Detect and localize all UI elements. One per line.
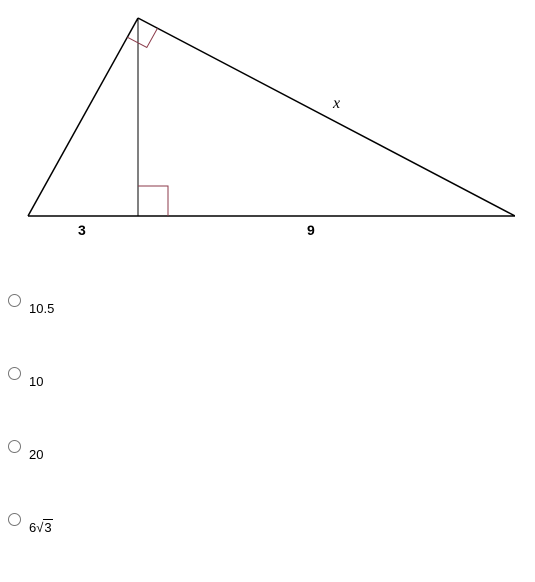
option-4[interactable]: 6√3 xyxy=(8,509,508,534)
radio-option-4[interactable] xyxy=(8,513,21,526)
option-3-label: 20 xyxy=(29,448,43,461)
radio-option-3[interactable] xyxy=(8,440,21,453)
answer-options: 10.5 10 20 6√3 xyxy=(8,290,508,582)
option-1-label: 10.5 xyxy=(29,302,54,315)
option-2[interactable]: 10 xyxy=(8,363,508,388)
diagram-svg xyxy=(25,0,515,268)
radio-option-2[interactable] xyxy=(8,367,21,380)
label-9: 9 xyxy=(307,222,315,238)
option-3[interactable]: 20 xyxy=(8,436,508,461)
option-2-label: 10 xyxy=(29,375,43,388)
option-1[interactable]: 10.5 xyxy=(8,290,508,315)
label-x: x xyxy=(333,95,340,113)
label-3: 3 xyxy=(78,222,86,238)
geometry-diagram: x 3 9 xyxy=(25,0,515,268)
option-4-radicand: 3 xyxy=(43,519,52,535)
radio-option-1[interactable] xyxy=(8,294,21,307)
option-4-label: 6√3 xyxy=(29,521,53,534)
